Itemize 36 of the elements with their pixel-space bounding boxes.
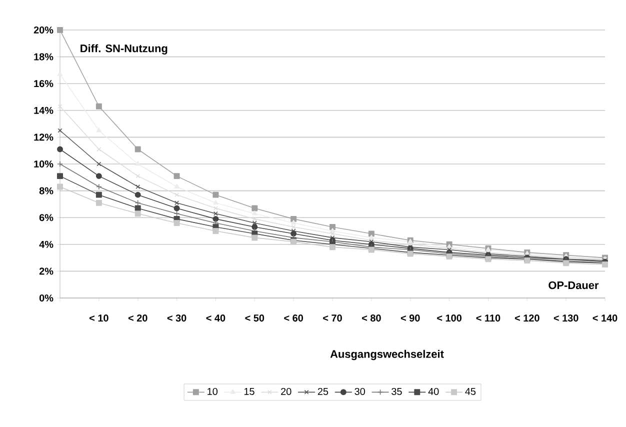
legend-label: 45 xyxy=(465,388,476,395)
y-tick-label: 10% xyxy=(34,160,54,168)
x-tick-label: < 140 xyxy=(592,314,618,322)
legend-label: 15 xyxy=(244,388,254,395)
y-tick-label: 8% xyxy=(39,187,54,194)
x-tick-label: < 100 xyxy=(437,314,462,322)
legend-label: 40 xyxy=(428,388,439,395)
y-tick-label: 0% xyxy=(39,294,54,302)
x-tick-label: < 120 xyxy=(514,314,540,322)
x-tick-label: < 30 xyxy=(167,314,186,322)
legend-label: 10 xyxy=(208,388,218,395)
x-tick-label: < 90 xyxy=(400,314,420,322)
x-tick-label: < 110 xyxy=(476,314,500,322)
y-axis-title: Diff. SN-Nutzung xyxy=(80,44,168,55)
legend-label: 35 xyxy=(392,388,402,395)
y-tick-label: 16% xyxy=(34,80,54,88)
y-tick-label: 2% xyxy=(39,268,54,275)
y-tick-label: 12% xyxy=(34,134,54,141)
x-tick-label: < 50 xyxy=(245,314,264,322)
y-tick-label: 14% xyxy=(34,106,54,114)
legend-label: 20 xyxy=(281,388,292,395)
legend-label: 30 xyxy=(354,388,365,395)
y-tick-label: 4% xyxy=(39,240,54,248)
legend-title: Ausgangswechselzeit xyxy=(330,350,444,360)
x-tick-label: < 130 xyxy=(554,314,578,322)
x-tick-label: < 70 xyxy=(323,314,342,322)
x-axis-title: OP-Dauer xyxy=(548,281,599,290)
y-tick-label: 18% xyxy=(34,53,54,60)
x-tick-label: < 80 xyxy=(362,314,381,322)
y-tick-label: 6% xyxy=(39,214,54,222)
y-tick-label: 20% xyxy=(34,26,54,34)
x-tick-label: < 20 xyxy=(128,314,148,322)
legend-label: 25 xyxy=(318,388,328,395)
x-tick-label: < 10 xyxy=(90,314,108,322)
x-tick-label: < 40 xyxy=(206,314,226,322)
x-tick-label: < 60 xyxy=(284,314,303,322)
